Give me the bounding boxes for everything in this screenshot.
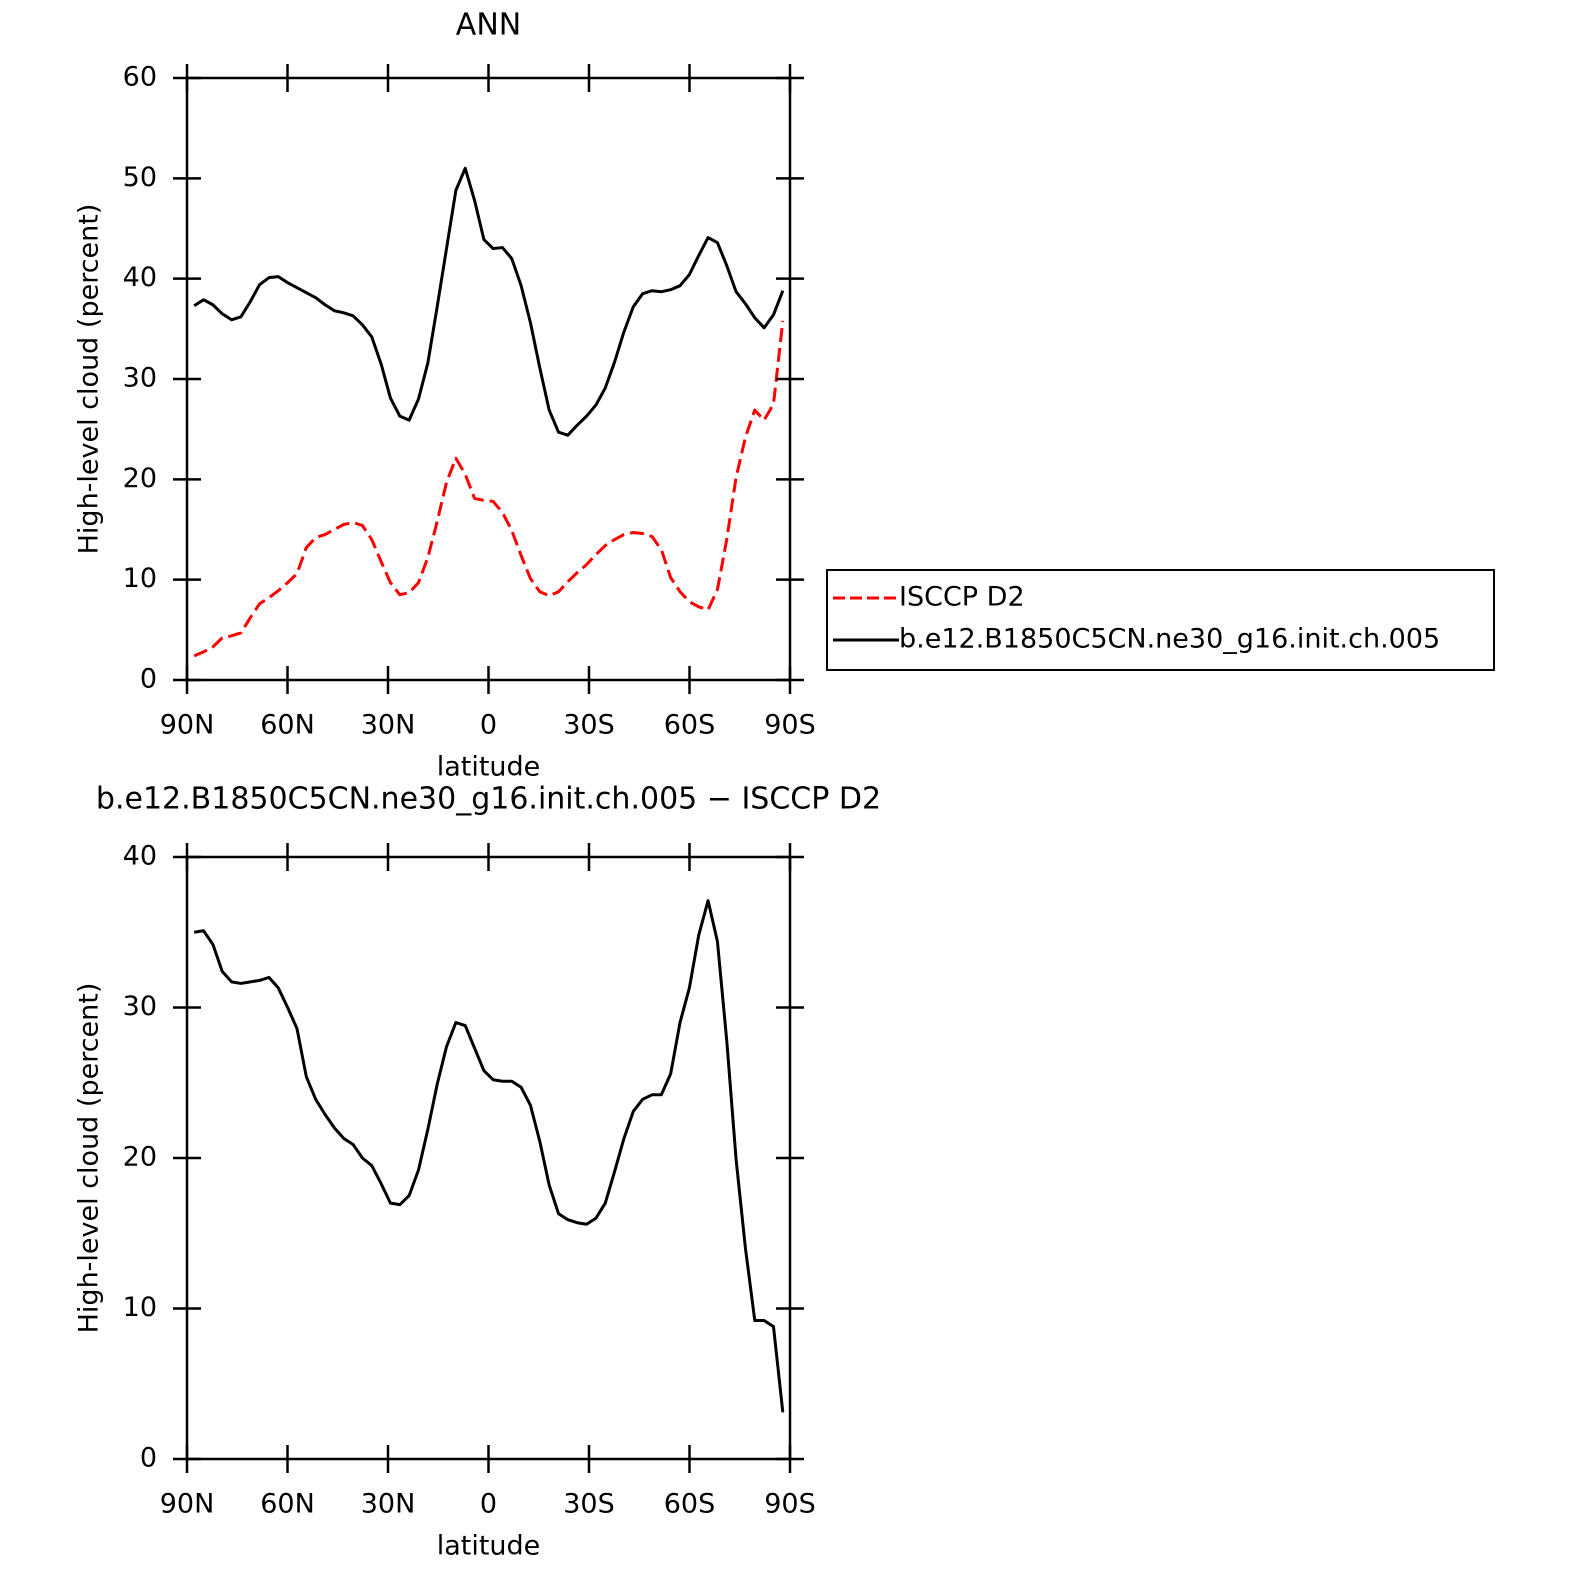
y-tick-label: 40: [123, 841, 157, 872]
x-tick-label: 60N: [260, 710, 315, 741]
x-axis-label: latitude: [437, 1531, 541, 1562]
x-tick-label: 30S: [563, 710, 615, 741]
y-tick-label: 0: [140, 664, 157, 695]
x-tick-label: 90S: [764, 710, 816, 741]
x-tick-label: 60S: [664, 710, 716, 741]
x-tick-label: 30N: [361, 710, 416, 741]
x-tick-label: 90S: [764, 1489, 816, 1520]
data-line: [193, 320, 785, 658]
x-tick-label: 30N: [361, 1489, 416, 1520]
y-tick-label: 20: [123, 1142, 157, 1173]
data-line: [193, 899, 785, 1413]
legend-label: b.e12.B1850C5CN.ne30_g16.init.ch.005: [899, 624, 1440, 655]
y-tick-label: 60: [123, 62, 157, 93]
y-axis-label: High-level cloud (percent): [74, 983, 105, 1334]
y-tick-label: 40: [123, 262, 157, 293]
y-tick-label: 0: [140, 1443, 157, 1474]
chart-title: b.e12.B1850C5CN.ne30_g16.init.ch.005 − I…: [96, 782, 881, 817]
x-tick-label: 0: [480, 710, 497, 741]
y-tick-label: 10: [123, 563, 157, 594]
x-tick-label: 0: [480, 1489, 497, 1520]
y-tick-label: 30: [123, 991, 157, 1022]
legend-box: [826, 569, 1495, 671]
legend-label: ISCCP D2: [899, 582, 1025, 613]
y-axis-label: High-level cloud (percent): [74, 204, 105, 555]
data-line: [193, 166, 785, 437]
y-tick-label: 10: [123, 1292, 157, 1323]
plot-frame: [185, 855, 792, 1461]
x-tick-label: 90N: [160, 710, 215, 741]
x-tick-label: 60S: [664, 1489, 716, 1520]
x-tick-label: 90N: [160, 1489, 215, 1520]
chart-title: ANN: [456, 8, 521, 43]
y-tick-label: 50: [123, 162, 157, 193]
y-tick-label: 30: [123, 363, 157, 394]
x-tick-label: 60N: [260, 1489, 315, 1520]
y-tick-label: 20: [123, 463, 157, 494]
x-tick-label: 30S: [563, 1489, 615, 1520]
x-axis-label: latitude: [437, 752, 541, 783]
